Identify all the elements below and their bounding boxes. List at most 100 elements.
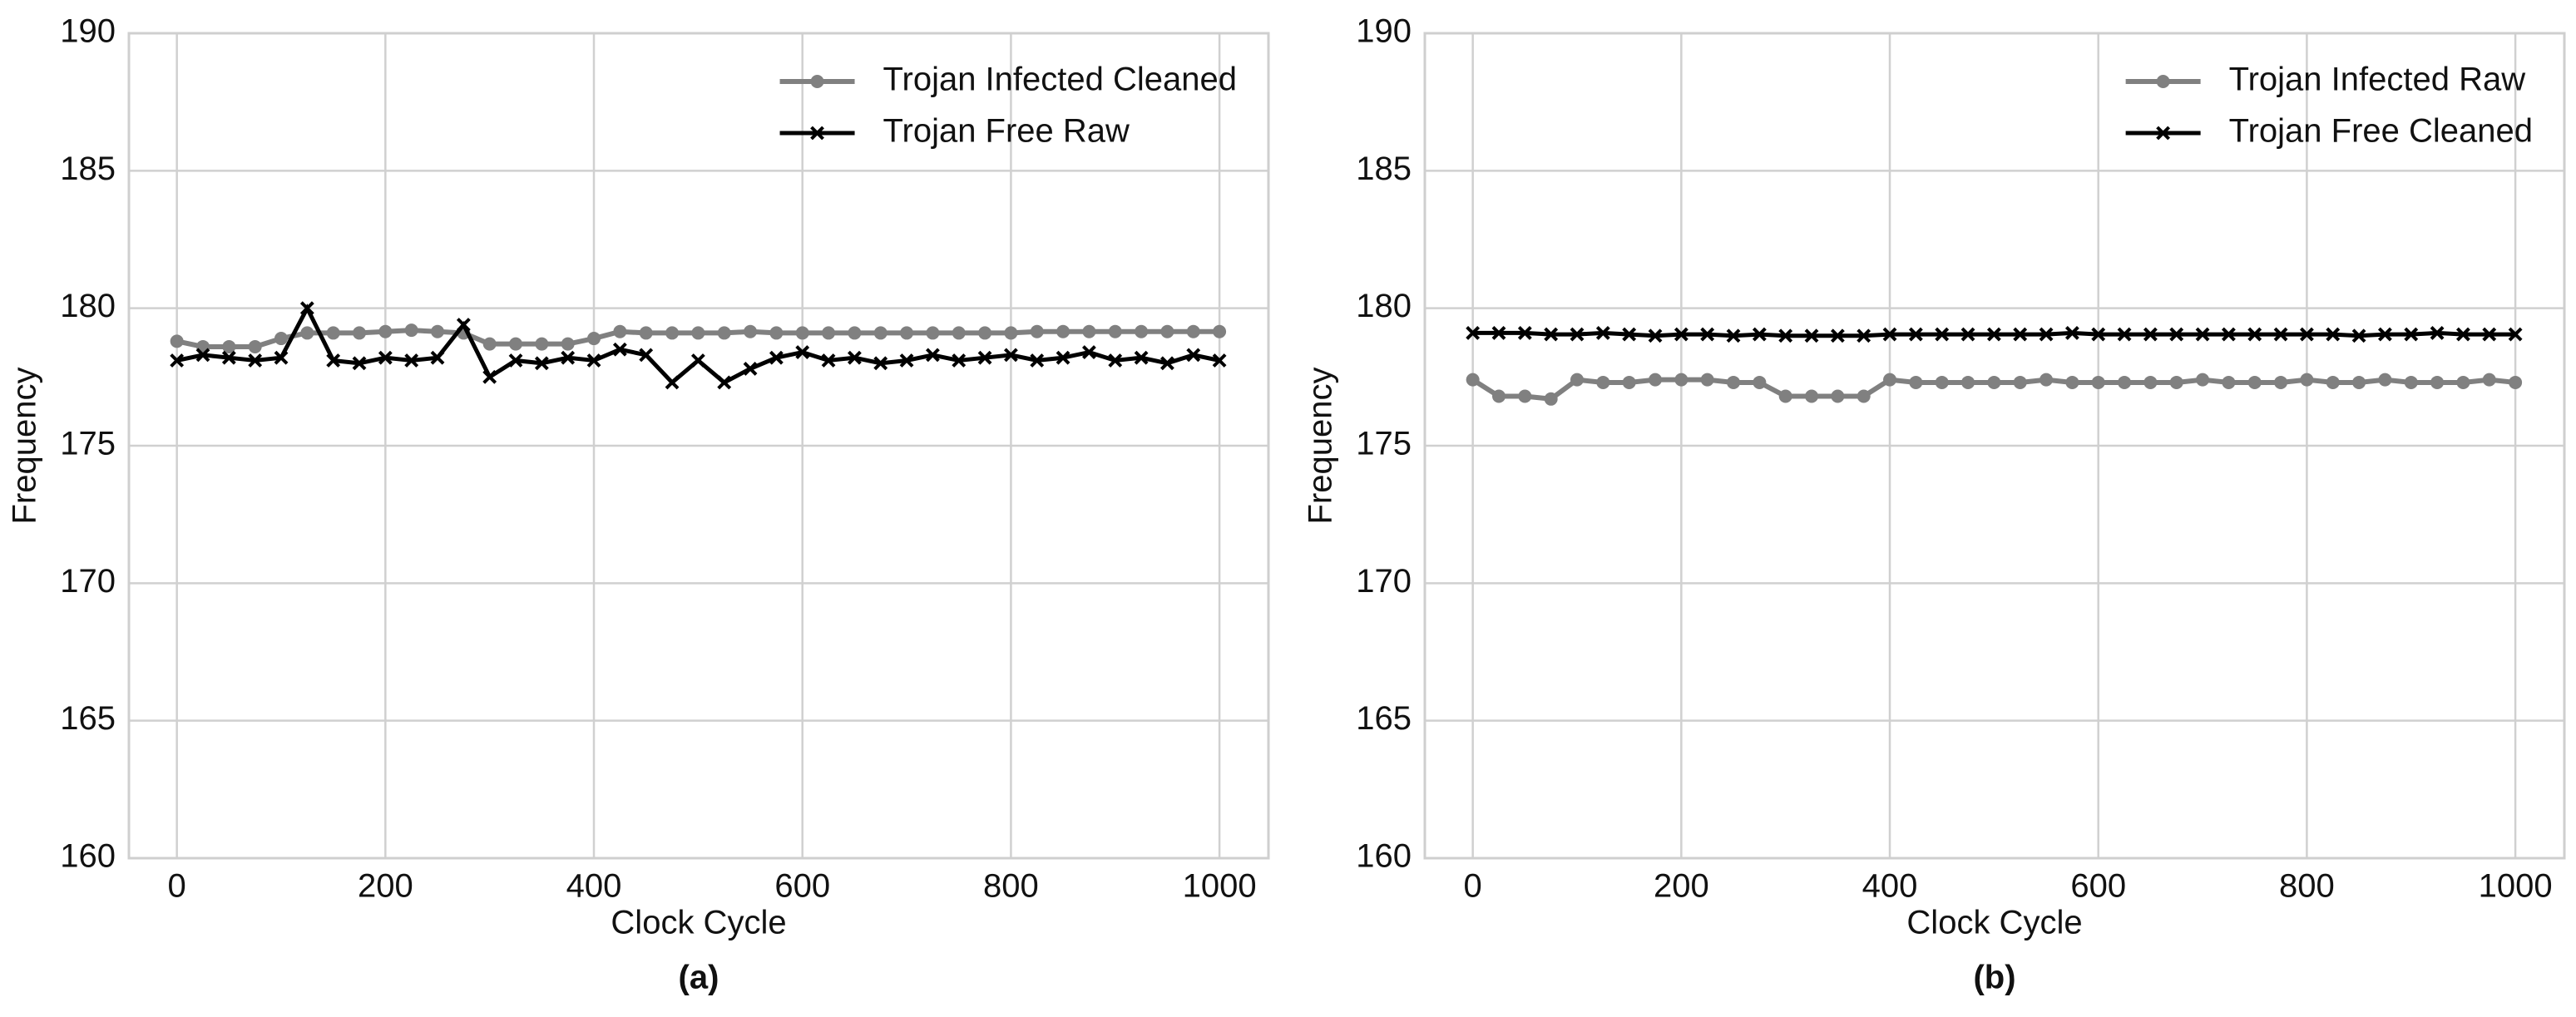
caption: (b) [1973, 960, 2015, 996]
marker [665, 326, 680, 340]
marker [2143, 375, 2158, 389]
marker [2482, 327, 2497, 342]
y-tick-label: 160 [1356, 838, 1412, 875]
marker [1491, 326, 1506, 340]
marker [952, 353, 967, 368]
marker [274, 350, 289, 365]
x-axis-label: Clock Cycle [611, 905, 786, 941]
marker [1987, 375, 2001, 389]
marker [2156, 126, 2171, 141]
marker [899, 353, 914, 368]
marker [2273, 327, 2288, 342]
marker [978, 326, 992, 340]
marker [1935, 375, 1949, 389]
marker [1004, 326, 1018, 340]
x-tick-label: 400 [1862, 868, 1918, 905]
y-tick-label: 185 [60, 151, 116, 187]
marker [1544, 327, 1559, 342]
marker [1544, 392, 1558, 406]
plot: 160 165 170 175 180 185 190 0 200 400 600 800 1000 Cl… [1303, 13, 2566, 996]
marker [1030, 353, 1045, 368]
plot-frame [127, 32, 1270, 860]
marker [1466, 373, 1480, 387]
x-tick-label: 200 [358, 868, 413, 905]
marker [2430, 326, 2445, 340]
marker [2222, 375, 2236, 389]
marker [2195, 327, 2210, 342]
plot: 160 165 170 175 180 185 190 0 200 400 600 800 1000 Cl… [7, 13, 1270, 996]
marker [2169, 327, 2184, 342]
marker [430, 350, 445, 365]
marker [2091, 375, 2105, 389]
marker [2404, 375, 2418, 389]
x-tick-label: 600 [774, 868, 830, 905]
marker [1186, 324, 1200, 338]
marker [509, 337, 523, 351]
marker [810, 75, 824, 88]
marker [1082, 324, 1096, 338]
marker [1135, 324, 1149, 338]
marker [352, 356, 367, 371]
marker [1108, 353, 1123, 368]
marker [1882, 327, 1897, 342]
marker [482, 337, 497, 351]
marker [2351, 328, 2366, 343]
marker [170, 334, 184, 348]
legend-label: Trojan Infected Cleaned [883, 62, 1237, 98]
marker [743, 361, 758, 376]
marker [2156, 75, 2170, 88]
marker [2456, 327, 2470, 342]
x-tick-label: 1000 [2479, 868, 2553, 905]
marker [1030, 324, 1044, 338]
marker [274, 332, 289, 346]
marker [1160, 356, 1174, 371]
marker [1466, 326, 1481, 340]
plot-frame [1423, 32, 2566, 860]
marker [810, 126, 824, 141]
series-line [176, 304, 1220, 386]
marker [1212, 353, 1227, 368]
legend-label: Trojan Free Cleaned [2229, 113, 2533, 150]
marker [2091, 327, 2106, 342]
marker [1622, 327, 1637, 342]
marker [404, 323, 418, 338]
marker [717, 375, 732, 390]
marker [2352, 375, 2366, 389]
marker [353, 326, 367, 340]
marker [2064, 326, 2079, 340]
y-tick-label: 160 [60, 838, 116, 875]
marker [2169, 375, 2183, 389]
marker [2300, 373, 2314, 387]
x-tick-label: 800 [2279, 868, 2335, 905]
marker [1517, 326, 1532, 340]
marker [1961, 375, 1975, 389]
marker [2377, 327, 2392, 342]
marker [222, 339, 236, 353]
marker [2143, 327, 2158, 342]
marker [1570, 327, 1585, 342]
y-tick-label: 165 [60, 700, 116, 737]
marker [795, 345, 810, 359]
marker [977, 350, 992, 365]
marker [1003, 348, 1018, 363]
marker [1622, 375, 1636, 389]
marker [1778, 328, 1793, 343]
marker [326, 353, 341, 368]
marker [769, 326, 784, 340]
marker [2013, 327, 2028, 342]
marker [1986, 327, 2001, 342]
marker [404, 353, 419, 368]
y-tick-label: 180 [60, 288, 116, 324]
marker [456, 318, 471, 332]
marker [2117, 327, 2132, 342]
marker [847, 350, 862, 365]
y-tick-label: 165 [1356, 700, 1412, 737]
marker [1778, 389, 1792, 403]
x-tick-label: 0 [1464, 868, 1482, 905]
marker [1805, 389, 1819, 403]
marker [2040, 373, 2054, 387]
marker [821, 353, 836, 368]
marker [1804, 328, 1819, 343]
x-tick-label: 400 [566, 868, 622, 905]
